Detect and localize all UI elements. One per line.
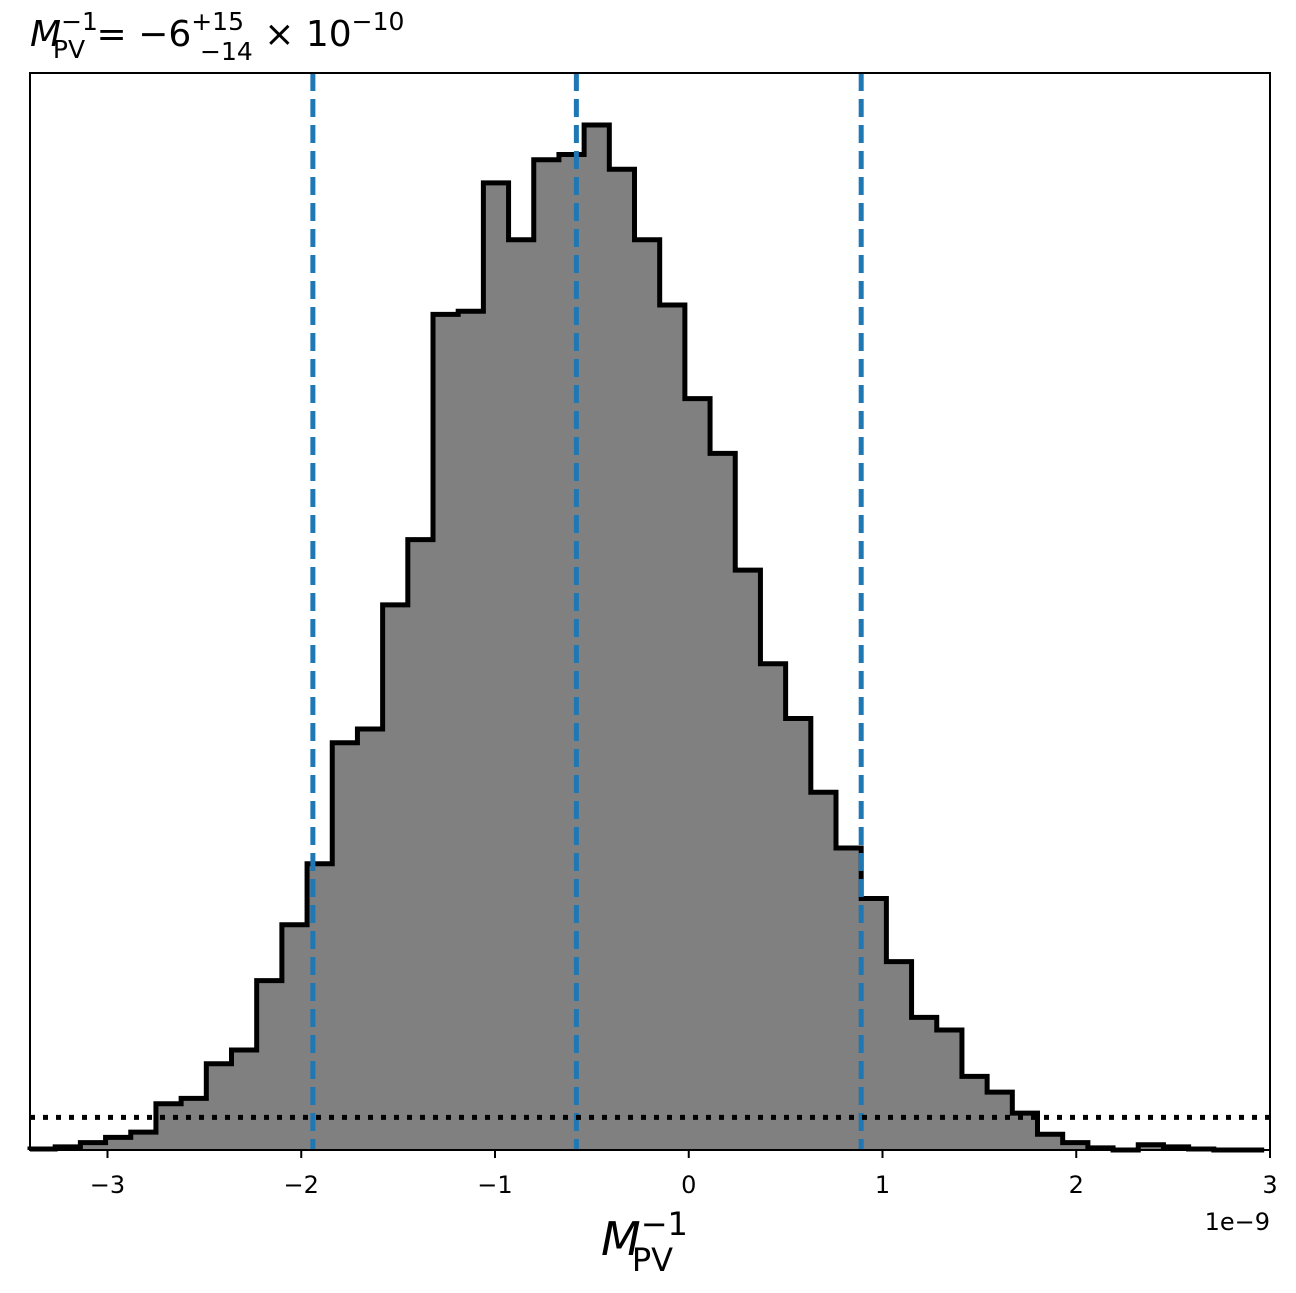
histogram-bar	[483, 182, 509, 1150]
x-tick-label: 3	[1262, 1171, 1277, 1199]
x-tick-label: −2	[284, 1171, 319, 1199]
x-tick-label: −1	[477, 1171, 512, 1199]
histogram-bar	[206, 1063, 232, 1150]
histogram-bar	[861, 898, 887, 1150]
histogram-bar	[558, 154, 585, 1150]
x-axis-label: M−1 PV	[601, 1205, 688, 1279]
histogram-bar	[1138, 1144, 1164, 1150]
x-axis-ticks: −3 −2 −1 0 1 2 3	[90, 1150, 1278, 1199]
histogram-bar	[155, 1103, 182, 1150]
histogram-bar	[1062, 1142, 1089, 1150]
histogram-bar	[407, 539, 434, 1150]
histogram-bar	[684, 398, 711, 1150]
histogram-bar	[609, 169, 635, 1151]
histogram-bar	[458, 311, 484, 1151]
histogram-bar	[1037, 1134, 1064, 1150]
histogram-bar	[710, 453, 736, 1150]
histogram-bar	[433, 314, 459, 1150]
x-tick-label: 2	[1069, 1171, 1084, 1199]
histogram-bar	[584, 125, 610, 1150]
x-tick-label: 1	[875, 1171, 890, 1199]
histogram-bar	[382, 604, 409, 1150]
x-tick-label: −3	[90, 1171, 125, 1199]
histogram-bar	[911, 1017, 938, 1150]
histogram-bar	[357, 729, 384, 1150]
xlabel-base: M	[601, 1212, 641, 1266]
histogram-bar	[735, 570, 761, 1150]
axes-frame	[29, 72, 1271, 1151]
histogram-bar	[332, 742, 358, 1150]
histogram-bar	[936, 1030, 963, 1150]
x-tick-label: 0	[681, 1171, 696, 1199]
histogram-bar	[987, 1092, 1013, 1150]
title-times: × 10	[253, 14, 352, 55]
title-err-minus: −14	[200, 37, 253, 66]
title-err-plus: +15	[191, 7, 244, 36]
histogram-bar	[886, 961, 912, 1150]
histogram-bar	[659, 304, 686, 1150]
histogram-bar	[810, 792, 837, 1150]
xlabel-sup: −1	[641, 1205, 688, 1243]
histogram-bar	[256, 980, 283, 1150]
histogram-bar	[961, 1076, 988, 1150]
title-base-sub: PV	[53, 35, 85, 64]
chart-title: M−1 PV = −6+15 −14 × 10−10	[30, 7, 404, 66]
histogram-bar	[105, 1137, 132, 1150]
histogram-outline	[27, 122, 1265, 1153]
histogram-bar	[130, 1132, 157, 1150]
title-exp: −10	[352, 7, 405, 36]
histogram-bar	[785, 718, 812, 1150]
histogram-bar	[634, 239, 661, 1150]
histogram-bar	[231, 1050, 258, 1150]
histogram-bar	[533, 159, 560, 1151]
title-equals: = −6	[85, 14, 191, 55]
x-offset-label: 1e−9	[1205, 1208, 1270, 1236]
xlabel-sub: PV	[632, 1241, 673, 1279]
histogram-bar	[836, 847, 862, 1150]
histogram-bar	[508, 239, 535, 1150]
histogram-bar	[281, 924, 308, 1150]
title-base: M	[30, 14, 61, 55]
title-base-sup: −1	[61, 7, 98, 36]
histogram-bar	[760, 663, 787, 1150]
plot-area	[27, 73, 1270, 1153]
histogram-bar	[181, 1098, 207, 1150]
histogram-bar	[80, 1142, 106, 1150]
